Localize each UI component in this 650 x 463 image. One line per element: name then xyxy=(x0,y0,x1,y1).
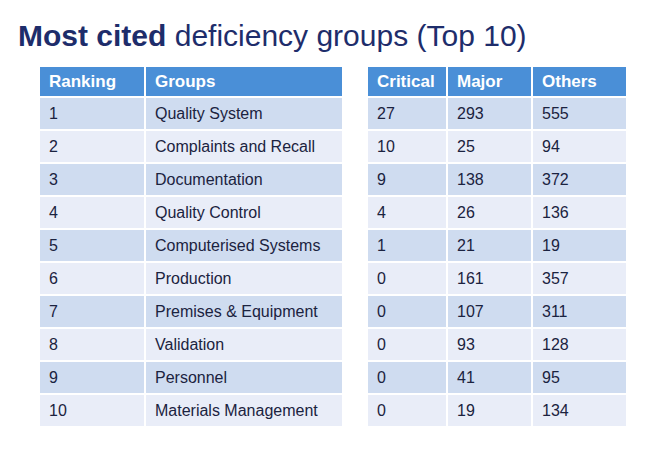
cell-critical: 27 xyxy=(367,97,447,130)
header-ranking: Ranking xyxy=(39,66,145,97)
tables-container: Ranking Groups 1Quality System2Complaint… xyxy=(38,65,650,428)
cell-critical: 10 xyxy=(367,130,447,163)
table-row: 3Documentation xyxy=(39,163,343,196)
cell-group: Production xyxy=(145,262,343,295)
table-row: 27293555 xyxy=(367,97,627,130)
cell-ranking: 10 xyxy=(39,394,145,427)
cell-others: 311 xyxy=(532,295,627,328)
cell-major: 21 xyxy=(447,229,532,262)
ranking-groups-table-body: 1Quality System2Complaints and Recall3Do… xyxy=(39,97,343,427)
cell-ranking: 2 xyxy=(39,130,145,163)
cell-critical: 0 xyxy=(367,295,447,328)
cell-critical: 0 xyxy=(367,328,447,361)
table-row: 093128 xyxy=(367,328,627,361)
cell-ranking: 4 xyxy=(39,196,145,229)
cell-critical: 1 xyxy=(367,229,447,262)
header-row: Critical Major Others xyxy=(367,66,627,97)
cell-major: 107 xyxy=(447,295,532,328)
cell-critical: 9 xyxy=(367,163,447,196)
cell-ranking: 5 xyxy=(39,229,145,262)
counts-table-header: Critical Major Others xyxy=(367,66,627,97)
cell-others: 136 xyxy=(532,196,627,229)
header-others: Others xyxy=(532,66,627,97)
cell-group: Materials Management xyxy=(145,394,343,427)
slide: Most cited deficiency groups (Top 10) Ra… xyxy=(0,0,650,463)
header-row: Ranking Groups xyxy=(39,66,343,97)
cell-ranking: 8 xyxy=(39,328,145,361)
header-major: Major xyxy=(447,66,532,97)
cell-others: 555 xyxy=(532,97,627,130)
cell-ranking: 7 xyxy=(39,295,145,328)
table-row: 7Premises & Equipment xyxy=(39,295,343,328)
table-row: 12119 xyxy=(367,229,627,262)
cell-ranking: 6 xyxy=(39,262,145,295)
cell-group: Quality System xyxy=(145,97,343,130)
cell-others: 19 xyxy=(532,229,627,262)
table-row: 019134 xyxy=(367,394,627,427)
table-row: 04195 xyxy=(367,361,627,394)
table-row: 5Computerised Systems xyxy=(39,229,343,262)
cell-ranking: 3 xyxy=(39,163,145,196)
cell-critical: 4 xyxy=(367,196,447,229)
cell-major: 293 xyxy=(447,97,532,130)
ranking-groups-table-header: Ranking Groups xyxy=(39,66,343,97)
cell-others: 372 xyxy=(532,163,627,196)
cell-group: Quality Control xyxy=(145,196,343,229)
cell-group: Computerised Systems xyxy=(145,229,343,262)
cell-others: 94 xyxy=(532,130,627,163)
table-row: 10Materials Management xyxy=(39,394,343,427)
cell-major: 19 xyxy=(447,394,532,427)
table-row: 102594 xyxy=(367,130,627,163)
table-row: 1Quality System xyxy=(39,97,343,130)
page-title: Most cited deficiency groups (Top 10) xyxy=(0,0,650,52)
table-row: 9Personnel xyxy=(39,361,343,394)
cell-group: Documentation xyxy=(145,163,343,196)
counts-table: Critical Major Others 272935551025949138… xyxy=(366,65,628,428)
table-row: 4Quality Control xyxy=(39,196,343,229)
cell-others: 128 xyxy=(532,328,627,361)
cell-major: 161 xyxy=(447,262,532,295)
table-row: 6Production xyxy=(39,262,343,295)
header-critical: Critical xyxy=(367,66,447,97)
cell-major: 41 xyxy=(447,361,532,394)
cell-others: 357 xyxy=(532,262,627,295)
cell-group: Premises & Equipment xyxy=(145,295,343,328)
page-title-regular: deficiency groups (Top 10) xyxy=(166,19,526,52)
cell-critical: 0 xyxy=(367,394,447,427)
page-title-bold: Most cited xyxy=(18,19,166,52)
table-row: 0161357 xyxy=(367,262,627,295)
cell-others: 134 xyxy=(532,394,627,427)
cell-critical: 0 xyxy=(367,262,447,295)
cell-group: Complaints and Recall xyxy=(145,130,343,163)
cell-ranking: 9 xyxy=(39,361,145,394)
table-row: 2Complaints and Recall xyxy=(39,130,343,163)
cell-group: Personnel xyxy=(145,361,343,394)
cell-critical: 0 xyxy=(367,361,447,394)
cell-ranking: 1 xyxy=(39,97,145,130)
counts-table-body: 2729355510259491383724261361211901613570… xyxy=(367,97,627,427)
table-row: 426136 xyxy=(367,196,627,229)
cell-major: 93 xyxy=(447,328,532,361)
cell-major: 138 xyxy=(447,163,532,196)
table-row: 9138372 xyxy=(367,163,627,196)
cell-group: Validation xyxy=(145,328,343,361)
cell-major: 26 xyxy=(447,196,532,229)
cell-others: 95 xyxy=(532,361,627,394)
ranking-groups-table: Ranking Groups 1Quality System2Complaint… xyxy=(38,65,344,428)
header-groups: Groups xyxy=(145,66,343,97)
table-row: 8Validation xyxy=(39,328,343,361)
table-row: 0107311 xyxy=(367,295,627,328)
cell-major: 25 xyxy=(447,130,532,163)
